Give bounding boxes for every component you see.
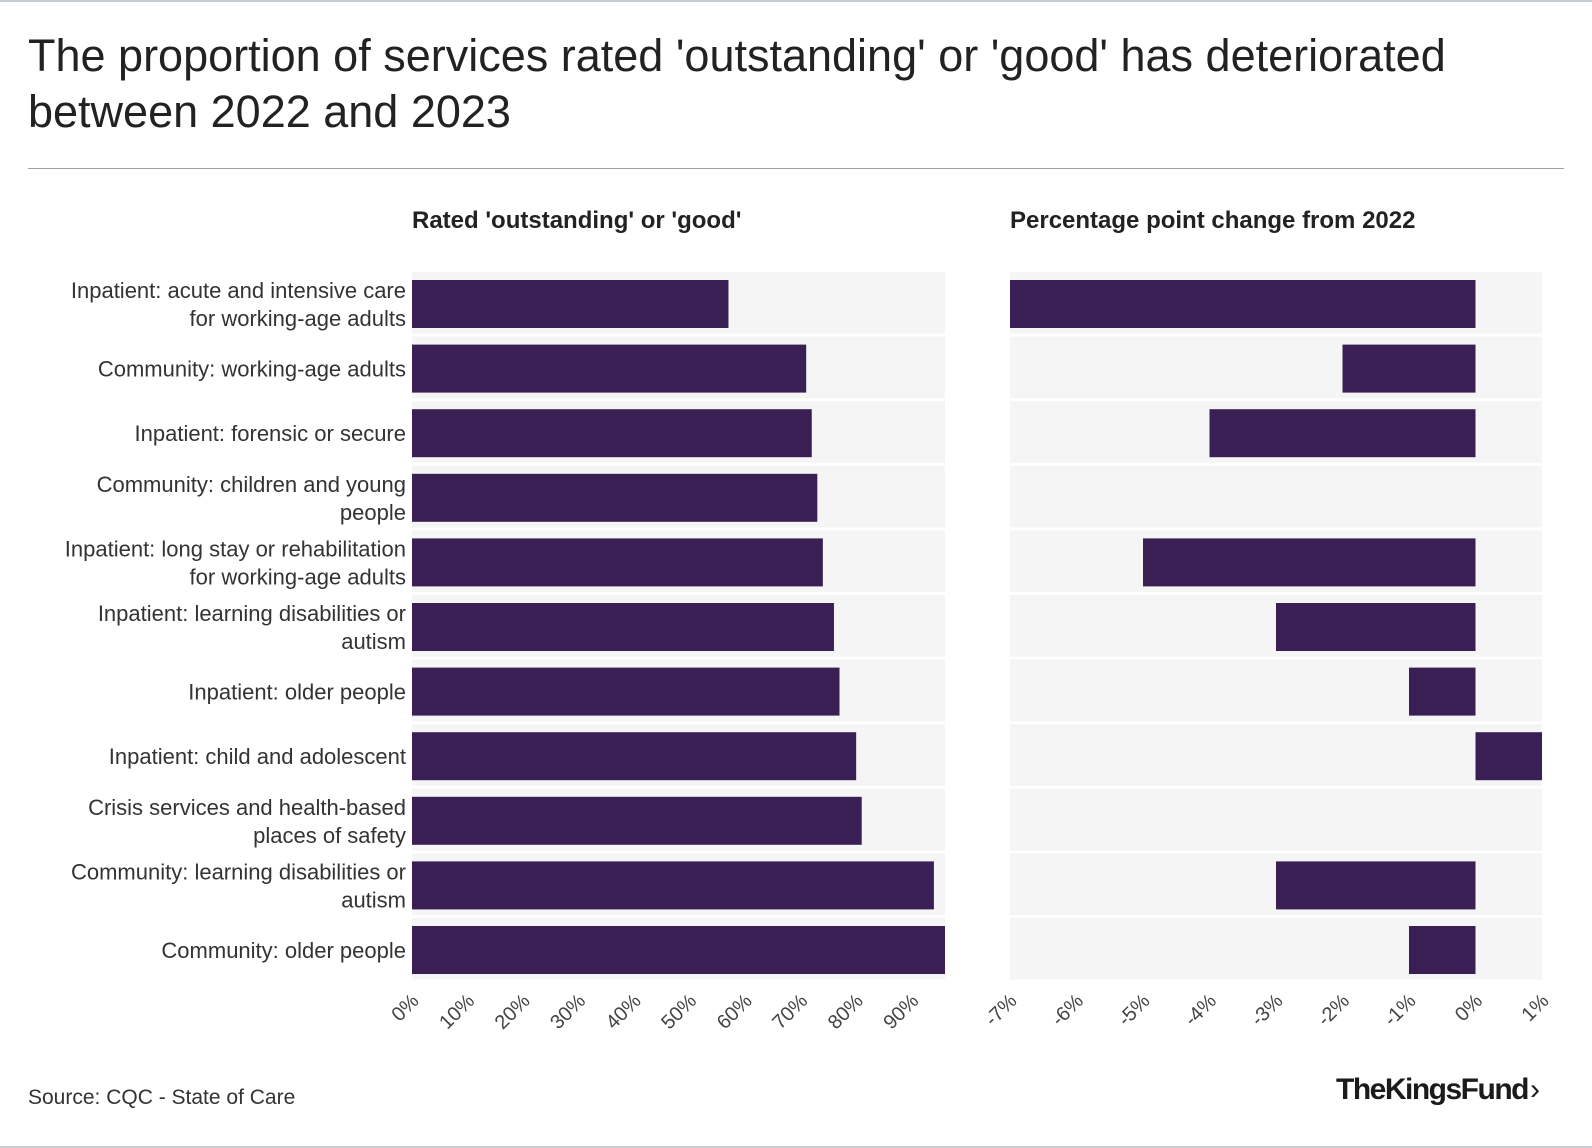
rated-bar	[412, 344, 807, 393]
change-tick-label: 1%	[1518, 990, 1554, 1026]
frame-top-border	[0, 0, 1592, 2]
category-label: people	[340, 500, 406, 525]
category-label: for working-age adults	[190, 564, 406, 589]
rated-bar	[412, 667, 840, 716]
change-bar	[1276, 861, 1476, 910]
category-label: Inpatient: child and adolescent	[109, 744, 406, 769]
change-tick-label: -6%	[1047, 990, 1088, 1031]
change-bar	[1209, 409, 1476, 458]
source-note: Source: CQC - State of Care	[28, 1086, 296, 1109]
change-bar	[1409, 926, 1476, 974]
rated-tick-label: 80%	[824, 990, 868, 1034]
change-bar	[1276, 603, 1476, 651]
category-label: Inpatient: forensic or secure	[135, 421, 406, 446]
change-bar	[1143, 538, 1476, 587]
category-label: Inpatient: long stay or rehabilitation	[65, 536, 406, 561]
kings-fund-logo: TheKingsFund›	[1336, 1073, 1540, 1107]
change-row-band	[1010, 724, 1542, 786]
change-panel-title: Percentage point change from 2022	[1010, 207, 1415, 234]
change-tick-label: -5%	[1114, 990, 1155, 1031]
rated-panel-title: Rated 'outstanding' or 'good'	[412, 207, 741, 234]
title-divider	[28, 168, 1564, 169]
chart-title: The proportion of services rated 'outsta…	[28, 30, 1446, 137]
frame-bottom-border	[0, 1146, 1592, 1148]
rated-tick-label: 40%	[602, 990, 646, 1034]
rated-tick-label: 20%	[491, 990, 535, 1034]
category-label: autism	[341, 629, 406, 654]
rated-bar	[412, 732, 857, 781]
rated-tick-label: 60%	[713, 990, 757, 1034]
change-tick-label: -3%	[1247, 990, 1288, 1031]
rated-tick-label: 70%	[768, 990, 812, 1034]
category-label: Inpatient: older people	[188, 680, 406, 705]
rated-bar	[412, 473, 818, 522]
category-label: autism	[341, 887, 406, 912]
category-label: Community: learning disabilities or	[71, 859, 406, 884]
rated-tick-label: 10%	[435, 990, 479, 1034]
change-row-band	[1010, 788, 1542, 851]
change-tick-label: 0%	[1451, 990, 1487, 1026]
change-bar	[1475, 732, 1542, 781]
category-label: places of safety	[253, 823, 406, 848]
rated-tick-label: 90%	[879, 990, 923, 1034]
rated-bar	[412, 409, 812, 458]
rated-bar	[412, 861, 934, 910]
rated-bar	[412, 280, 729, 328]
category-label: Community: older people	[161, 938, 406, 963]
change-tick-label: -4%	[1180, 990, 1221, 1031]
change-tick-label: -2%	[1313, 990, 1354, 1031]
category-label: Crisis services and health-based	[88, 795, 406, 820]
rated-bar	[412, 538, 823, 587]
category-label: Inpatient: learning disabilities or	[98, 601, 406, 626]
rated-bar	[412, 796, 862, 845]
rated-tick-label: 30%	[546, 990, 590, 1034]
change-bar	[1342, 344, 1476, 393]
logo-chevron-icon: ›	[1529, 1073, 1540, 1106]
rated-bar	[412, 926, 945, 974]
change-row-band	[1010, 465, 1542, 528]
chart-area: Rated 'outstanding' or 'good' 0% 10% 20% 30%…	[65, 207, 1554, 1034]
rated-tick-label: 50%	[657, 990, 701, 1034]
logo-text: TheKingsFund	[1336, 1073, 1529, 1106]
category-label: Community: working-age adults	[98, 357, 406, 382]
category-label: Community: children and young	[97, 472, 406, 497]
change-tick-label: -1%	[1380, 990, 1421, 1031]
change-bar	[1010, 280, 1476, 328]
change-tick-label: -7%	[981, 990, 1022, 1031]
rated-tick-label: 0%	[388, 990, 424, 1026]
rated-bar	[412, 603, 834, 651]
category-label: for working-age adults	[190, 306, 406, 331]
category-label: Inpatient: acute and intensive care	[71, 278, 406, 303]
change-bar	[1409, 667, 1476, 716]
